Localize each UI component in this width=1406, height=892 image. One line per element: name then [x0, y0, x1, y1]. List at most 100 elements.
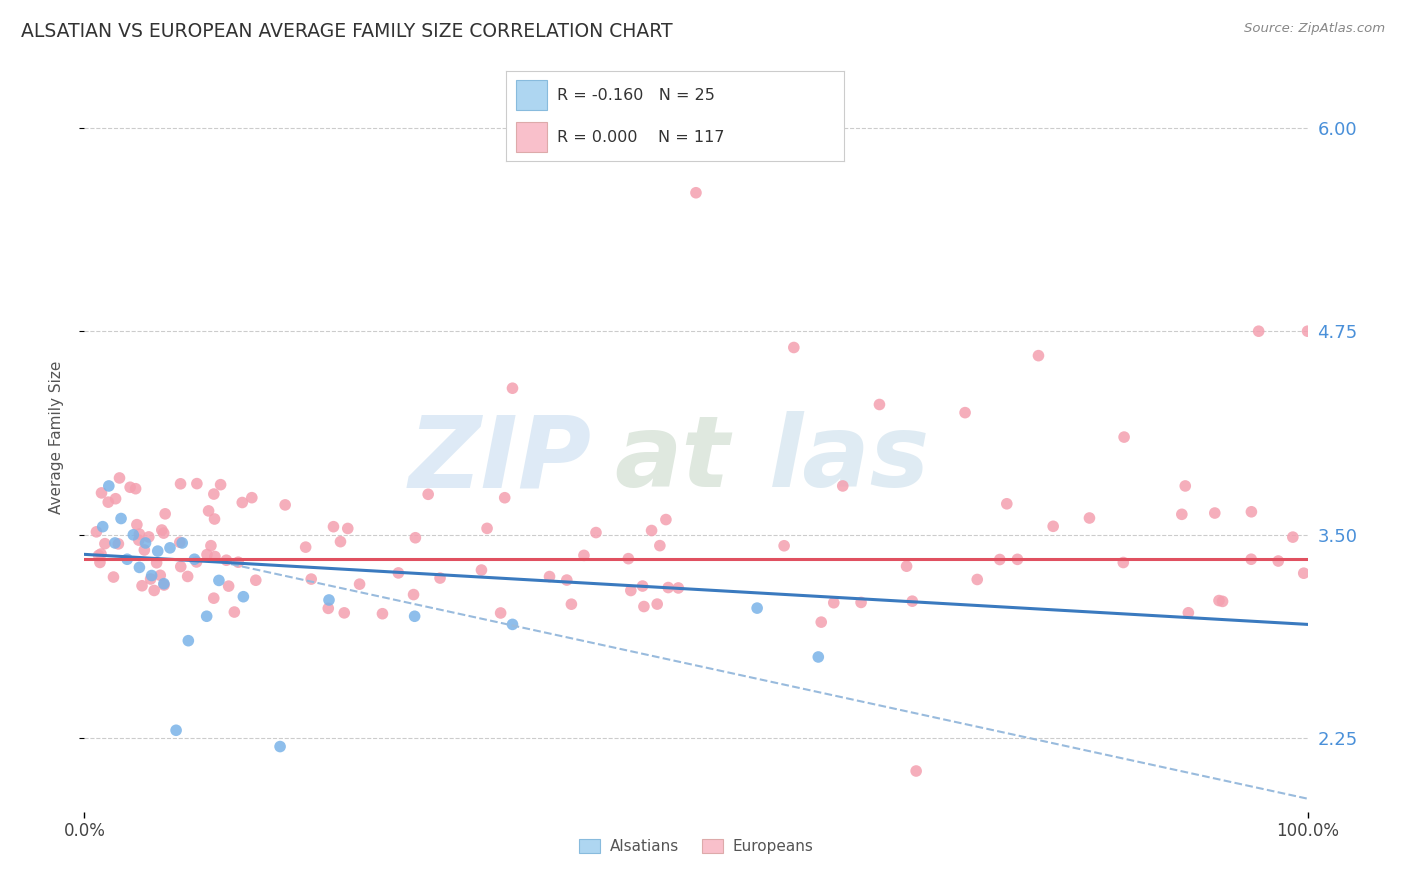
Point: [165, 723, 187, 738]
Text: R = -0.160   N = 25: R = -0.160 N = 25: [557, 88, 714, 103]
Point: [905, 764, 928, 778]
Point: [294, 540, 316, 554]
Point: [896, 559, 918, 574]
Point: [901, 594, 924, 608]
Point: [195, 548, 218, 562]
Point: [153, 507, 176, 521]
Point: [572, 549, 595, 563]
Point: [208, 574, 231, 588]
Point: [666, 581, 689, 595]
Point: [138, 530, 160, 544]
Point: [645, 597, 668, 611]
Point: [97, 479, 120, 493]
Point: [657, 581, 679, 595]
Point: [204, 549, 226, 564]
Point: [128, 533, 150, 548]
Text: ZIP: ZIP: [409, 411, 592, 508]
Point: [538, 569, 561, 583]
Point: [404, 609, 426, 624]
Point: [1177, 606, 1199, 620]
Point: [1282, 530, 1305, 544]
Point: [169, 535, 191, 549]
Point: [172, 536, 194, 550]
Point: [1171, 508, 1194, 522]
Point: [89, 556, 111, 570]
Point: [122, 528, 145, 542]
Point: [134, 543, 156, 558]
Point: [995, 497, 1018, 511]
Point: [502, 381, 524, 395]
Point: [1292, 566, 1315, 581]
Point: [139, 572, 162, 586]
Point: [560, 597, 582, 611]
Point: [640, 524, 662, 538]
Point: [988, 552, 1011, 566]
Point: [470, 563, 492, 577]
Point: [269, 739, 291, 754]
Point: [1247, 324, 1270, 338]
Text: R = 0.000    N = 117: R = 0.000 N = 117: [557, 130, 724, 145]
Y-axis label: Average Family Size: Average Family Size: [49, 360, 63, 514]
Point: [150, 523, 173, 537]
Point: [218, 579, 240, 593]
Point: [371, 607, 394, 621]
Point: [149, 568, 172, 582]
Point: [617, 551, 640, 566]
FancyBboxPatch shape: [516, 122, 547, 152]
Point: [620, 583, 643, 598]
Point: [333, 606, 356, 620]
Point: [124, 482, 146, 496]
Point: [1204, 506, 1226, 520]
Point: [153, 576, 176, 591]
Point: [143, 583, 166, 598]
Point: [86, 524, 108, 539]
Point: [318, 593, 340, 607]
Point: [966, 573, 988, 587]
Point: [475, 521, 498, 535]
Point: [128, 527, 150, 541]
Point: [159, 541, 181, 555]
Point: [402, 588, 425, 602]
Point: [245, 573, 267, 587]
Point: [224, 605, 246, 619]
Point: [107, 537, 129, 551]
Point: [685, 186, 707, 200]
Point: [633, 599, 655, 614]
Point: [131, 579, 153, 593]
Text: ALSATIAN VS EUROPEAN AVERAGE FAMILY SIZE CORRELATION CHART: ALSATIAN VS EUROPEAN AVERAGE FAMILY SIZE…: [21, 22, 672, 41]
Point: [1028, 349, 1050, 363]
Point: [240, 491, 263, 505]
Point: [849, 595, 872, 609]
Point: [209, 477, 232, 491]
Point: [125, 517, 148, 532]
Point: [104, 491, 127, 506]
Point: [349, 577, 371, 591]
Point: [429, 571, 451, 585]
Point: [747, 601, 769, 615]
Text: las: las: [769, 411, 931, 508]
Legend: Alsatians, Europeans: Alsatians, Europeans: [572, 833, 820, 860]
Point: [807, 650, 830, 665]
Point: [1212, 594, 1234, 608]
Point: [226, 555, 249, 569]
Point: [1042, 519, 1064, 533]
Point: [202, 487, 225, 501]
Point: [170, 559, 193, 574]
Point: [1208, 593, 1230, 607]
Point: [145, 556, 167, 570]
Point: [336, 521, 359, 535]
Point: [1296, 324, 1319, 338]
Point: [183, 552, 205, 566]
Point: [186, 476, 208, 491]
Point: [153, 578, 176, 592]
Point: [215, 553, 238, 567]
Point: [115, 552, 138, 566]
Point: [169, 476, 191, 491]
Point: [329, 534, 352, 549]
Point: [91, 519, 114, 533]
Point: [146, 544, 169, 558]
Point: [176, 569, 198, 583]
Point: [489, 606, 512, 620]
Point: [316, 601, 339, 615]
Point: [1078, 511, 1101, 525]
